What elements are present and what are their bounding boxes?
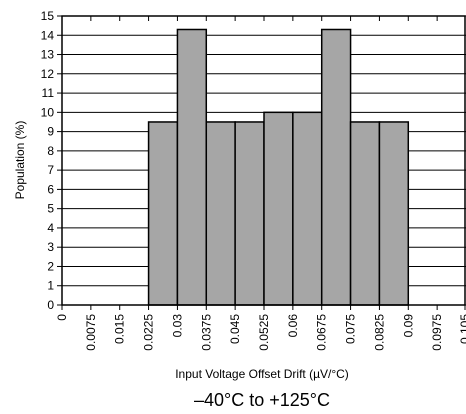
y-tick-label: 8 [47, 144, 54, 158]
histogram-bar [378, 121, 410, 306]
x-tick-label: 0.045 [228, 314, 242, 344]
y-tick-label: 14 [41, 28, 55, 42]
x-tick-label: 0.015 [113, 314, 127, 344]
x-tick-label: 0.0675 [315, 314, 329, 351]
y-tick-label: 2 [47, 259, 54, 273]
x-tick-label: 0.0825 [372, 314, 386, 351]
histogram-bar [205, 121, 236, 306]
x-tick-label: 0.03 [170, 314, 184, 338]
histogram-bar [263, 111, 294, 306]
x-tick-label: 0.0525 [257, 314, 271, 351]
y-tick-label: 3 [47, 240, 54, 254]
bar-layer [147, 28, 410, 306]
y-tick-label: 4 [47, 221, 54, 235]
x-tick-label: 0 [55, 314, 69, 321]
y-tick-label: 9 [47, 125, 54, 139]
x-tick-label: 0.0975 [430, 314, 444, 351]
histogram-bar [320, 28, 352, 306]
plot-frame [57, 15, 466, 310]
x-axis-label: Input Voltage Offset Drift (µV/°C) [175, 367, 349, 381]
x-tick-label: 0.06 [286, 314, 300, 338]
x-tick-label: 0.0075 [84, 314, 98, 351]
histogram-bar [147, 121, 179, 306]
x-tick-label: 0.09 [401, 314, 415, 338]
temperature-range-caption: –40°C to +125°C [194, 390, 330, 410]
y-tick-label: 15 [41, 9, 55, 23]
y-tick-label: 12 [41, 67, 55, 81]
x-tick-labels: 0 0.0075 0.015 0.0225 0.03 0.0375 0.045 0.0525 0… [55, 314, 466, 351]
histogram-bar [176, 28, 208, 306]
y-tick-label: 5 [47, 202, 54, 216]
histogram-bar [234, 121, 265, 306]
y-axis-label: Population (%) [13, 121, 27, 200]
y-tick-label: 0 [47, 298, 54, 312]
y-tick-label: 7 [47, 163, 54, 177]
histogram-bar [349, 121, 381, 306]
y-tick-label: 6 [47, 182, 54, 196]
histogram-bar [292, 111, 323, 306]
y-tick-label: 1 [47, 279, 54, 293]
x-tick-label: 0.0375 [199, 314, 213, 351]
x-tick-label: 0.075 [344, 314, 358, 344]
x-tick-label: 0.105 [458, 314, 466, 344]
y-tick-label: 11 [42, 86, 55, 100]
y-tick-label: 13 [41, 48, 55, 62]
y-tick-label: 10 [41, 105, 55, 119]
x-tick-label: 0.0225 [142, 314, 156, 351]
